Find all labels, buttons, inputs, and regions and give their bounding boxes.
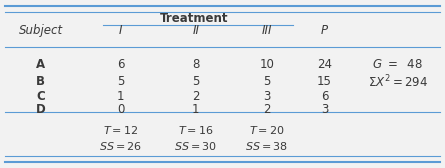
Text: 10: 10 (259, 58, 274, 71)
Text: $G\ =\ \ 48$: $G\ =\ \ 48$ (372, 58, 423, 71)
Text: $T = 16$: $T = 16$ (178, 124, 214, 136)
Text: 8: 8 (192, 58, 199, 71)
Text: 24: 24 (317, 58, 332, 71)
Text: 1: 1 (192, 103, 200, 116)
Text: 5: 5 (263, 75, 271, 88)
Text: 3: 3 (263, 90, 271, 103)
Text: 6: 6 (117, 58, 124, 71)
Text: III: III (262, 24, 272, 37)
Text: Treatment: Treatment (159, 12, 228, 25)
Text: $T = 20$: $T = 20$ (249, 124, 285, 136)
Text: D: D (36, 103, 45, 116)
Text: B: B (36, 75, 45, 88)
Text: $SS = 26$: $SS = 26$ (99, 140, 142, 153)
Text: 3: 3 (321, 103, 328, 116)
Text: 5: 5 (192, 75, 199, 88)
Text: 5: 5 (117, 75, 124, 88)
Text: C: C (36, 90, 45, 103)
Text: Subject: Subject (19, 24, 63, 37)
Text: 6: 6 (321, 90, 328, 103)
Text: I: I (119, 24, 122, 37)
Text: P: P (321, 24, 328, 37)
Text: 2: 2 (263, 103, 271, 116)
Text: 0: 0 (117, 103, 124, 116)
Text: 15: 15 (317, 75, 332, 88)
Text: $SS = 38$: $SS = 38$ (245, 140, 288, 153)
Text: A: A (36, 58, 45, 71)
Text: $SS = 30$: $SS = 30$ (174, 140, 218, 153)
Text: 1: 1 (117, 90, 124, 103)
Text: $\Sigma X^2 = 294$: $\Sigma X^2 = 294$ (368, 73, 428, 90)
Text: 2: 2 (192, 90, 200, 103)
Text: $T = 12$: $T = 12$ (103, 124, 138, 136)
Text: II: II (192, 24, 199, 37)
